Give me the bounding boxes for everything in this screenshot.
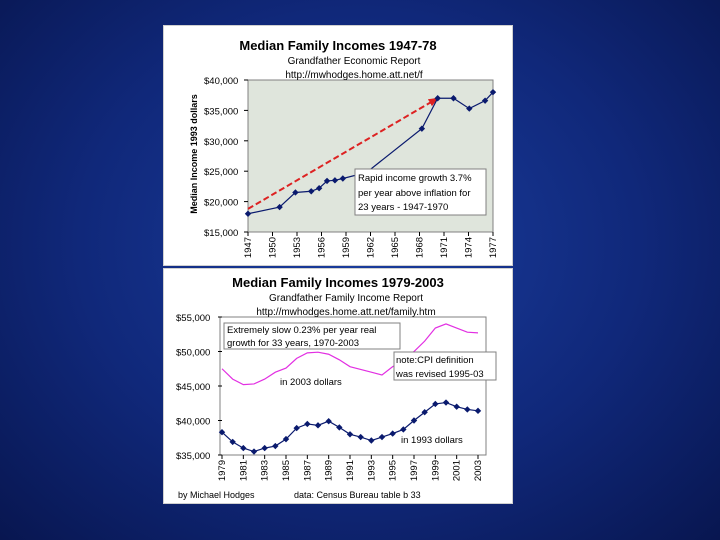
y-tick-label: $40,000 [204, 76, 238, 87]
data-point [410, 417, 418, 424]
x-tick-label: 2003 [473, 460, 484, 481]
data-point [308, 188, 315, 195]
data-point [368, 437, 375, 444]
x-tick-label: 1979 [217, 460, 228, 481]
data-point [250, 448, 258, 455]
y-tick-label: $50,000 [176, 348, 210, 359]
data-point [339, 175, 347, 182]
annotation-slow-growth: Extremely slow 0.23% per year real growt… [223, 322, 401, 350]
data-point [331, 177, 339, 184]
chart-panel-1979-2003: Median Family Incomes 1979-2003 Grandfat… [163, 268, 513, 504]
y-tick-label: $35,000 [176, 451, 210, 462]
chart-subtitle: Grandfather Family Income Report [269, 293, 423, 304]
data-point [229, 438, 236, 446]
data-point [336, 424, 343, 431]
chart-panel-1947-78: Median Family Incomes 1947-78 Grandfathe… [163, 25, 513, 266]
data-point [261, 444, 268, 452]
y-tick-label: $45,000 [176, 382, 210, 393]
x-tick-label: 1971 [439, 237, 450, 258]
data-point [293, 424, 300, 432]
x-tick-label: 1974 [464, 237, 475, 258]
x-tick-label: 1950 [268, 237, 279, 258]
annotation-cpi-text: note:CPI definition was revised 1995-03 [395, 355, 484, 380]
y-tick-label: $40,000 [176, 417, 210, 428]
annotation-text: Rapid income growth 3.7% per year above … [358, 173, 474, 213]
y-tick-label: $20,000 [204, 198, 238, 209]
x-tick-label: 1959 [341, 237, 352, 258]
chart-url: http://mwhodges.home.att.net/family.htm [256, 307, 435, 318]
data-point [314, 422, 322, 429]
footer-author: by Michael Hodges [178, 490, 255, 500]
data-point [304, 420, 311, 428]
data-point [346, 431, 354, 438]
data-point [481, 97, 489, 104]
y-tick-label: $35,000 [204, 106, 238, 117]
data-point [453, 403, 460, 410]
data-point [464, 406, 471, 413]
annotation-slow-growth-text: Extremely slow 0.23% per year real growt… [227, 325, 379, 349]
data-point [400, 426, 407, 433]
data-point [418, 125, 426, 132]
x-tick-label: 1968 [415, 237, 426, 258]
x-tick-label: 1981 [238, 460, 249, 481]
data-point [450, 95, 457, 102]
x-tick-label: 1962 [366, 237, 377, 258]
chart-title: Median Family Incomes 1947-78 [239, 38, 436, 53]
series-label-2003: in 2003 dollars [280, 377, 342, 388]
x-tick-label: 1997 [409, 460, 420, 481]
data-point [389, 430, 396, 437]
x-tick-label: 1985 [281, 460, 292, 481]
y-axis-label: Median Income 1993 dollars [189, 94, 199, 214]
chart-subtitle: Grandfather Economic Report [288, 56, 421, 67]
data-point [282, 435, 290, 443]
data-point [434, 95, 441, 102]
x-tick-label: 1991 [345, 460, 356, 481]
series-label-1993: in 1993 dollars [401, 435, 463, 446]
annotation-box: Rapid income growth 3.7% per year above … [354, 168, 487, 216]
chart-url: http://mwhodges.home.att.net/f [285, 70, 423, 81]
y-tick-label: $15,000 [204, 228, 238, 239]
y-tick-label: $25,000 [204, 167, 238, 178]
data-point [442, 399, 450, 406]
data-point [466, 105, 473, 112]
x-tick-label: 1989 [324, 460, 335, 481]
data-point [240, 444, 247, 452]
x-tick-label: 1977 [488, 237, 499, 258]
data-point [292, 189, 299, 196]
data-point [378, 433, 386, 441]
chart-title: Median Family Incomes 1979-2003 [232, 275, 444, 290]
y-tick-label: $55,000 [176, 313, 210, 324]
data-point [325, 417, 332, 425]
data-point [218, 429, 226, 436]
x-tick-label: 1965 [390, 237, 401, 258]
chart-1979-2003: Median Family Incomes 1979-2003 Grandfat… [176, 275, 497, 500]
data-point [276, 203, 283, 211]
x-tick-label: 1953 [292, 237, 303, 258]
chart-1947-78: Median Family Incomes 1947-78 Grandfathe… [189, 38, 499, 258]
x-tick-label: 1993 [366, 460, 377, 481]
x-tick-label: 1999 [430, 460, 441, 481]
x-tick-label: 1987 [302, 460, 313, 481]
series-line-0 [221, 323, 479, 386]
x-tick-label: 1983 [260, 460, 271, 481]
trend-arrow [247, 97, 439, 210]
data-point [357, 433, 364, 441]
data-point [315, 185, 323, 192]
annotation-cpi-note: note:CPI definition was revised 1995-03 [393, 351, 497, 381]
footer-source: data: Census Bureau table b 33 [294, 490, 421, 500]
x-tick-label: 2001 [452, 460, 463, 481]
x-tick-label: 1995 [388, 460, 399, 481]
y-tick-label: $30,000 [204, 137, 238, 148]
x-tick-label: 1956 [317, 237, 328, 258]
data-point [489, 88, 497, 96]
data-point [432, 400, 439, 408]
x-tick-label: 1947 [243, 237, 254, 258]
